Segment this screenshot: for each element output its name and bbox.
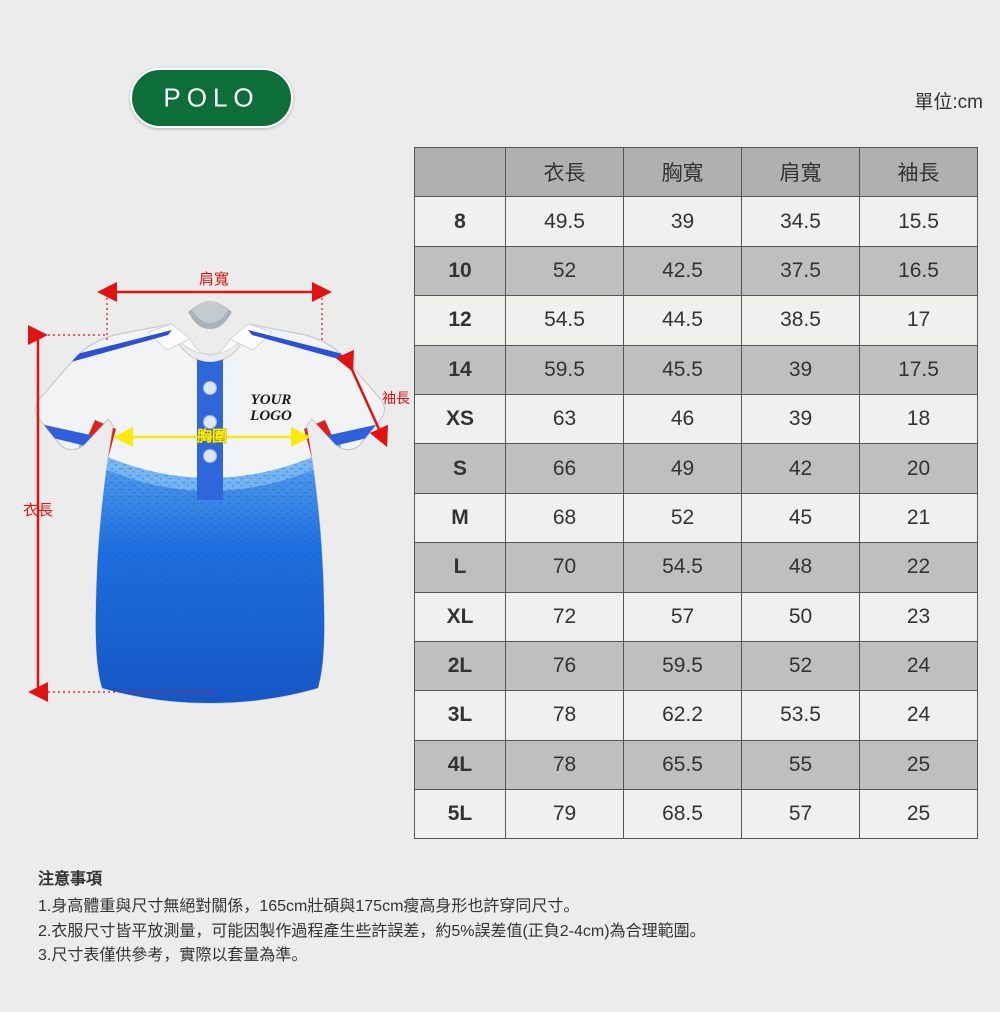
svg-text:LOGO: LOGO [249, 408, 292, 424]
svg-text:YOUR: YOUR [251, 392, 292, 408]
